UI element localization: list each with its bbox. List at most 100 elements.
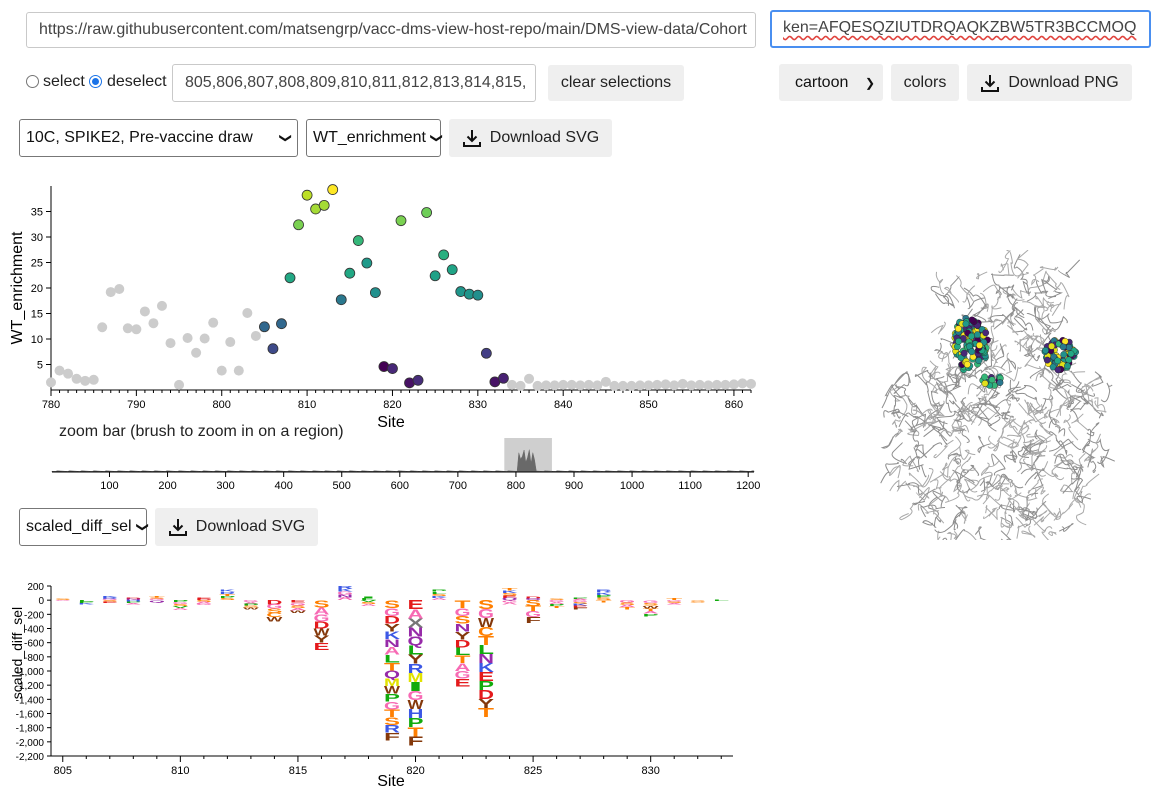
site-point[interactable] xyxy=(395,215,407,227)
site-point[interactable] xyxy=(660,379,671,390)
site-point[interactable] xyxy=(626,380,637,391)
protein-strand xyxy=(937,530,941,540)
site-point[interactable] xyxy=(737,378,748,389)
site-point[interactable] xyxy=(114,284,125,295)
zoom-brush-selection[interactable] xyxy=(504,438,552,472)
protein-strand xyxy=(910,422,934,433)
site-point[interactable] xyxy=(635,380,646,391)
site-metric-select[interactable]: WT_enrichment ❯ xyxy=(306,119,444,157)
site-point[interactable] xyxy=(429,270,441,282)
site-point[interactable] xyxy=(301,189,313,201)
site-point[interactable] xyxy=(617,380,628,391)
site-point[interactable] xyxy=(566,379,577,390)
site-point[interactable] xyxy=(105,287,116,298)
site-point[interactable] xyxy=(335,294,347,306)
site-point[interactable] xyxy=(63,368,74,379)
site-point[interactable] xyxy=(600,376,611,387)
site-point[interactable] xyxy=(711,379,722,390)
site-point[interactable] xyxy=(208,317,219,328)
clear-selections-button[interactable]: clear selections xyxy=(548,65,684,101)
site-point[interactable] xyxy=(549,380,560,391)
site-point[interactable] xyxy=(746,378,756,389)
site-point[interactable] xyxy=(233,365,244,376)
site-point[interactable] xyxy=(71,373,82,384)
zoom-bar[interactable]: 100 200 300 400 500 600 700 800 900 1000 1100 1200 xyxy=(40,436,762,496)
site-point[interactable] xyxy=(139,306,150,317)
site-point[interactable] xyxy=(225,337,236,348)
site-point[interactable] xyxy=(131,324,142,335)
site-point[interactable] xyxy=(472,289,484,301)
site-point[interactable] xyxy=(498,372,509,384)
site-point[interactable] xyxy=(532,380,543,391)
site-point[interactable] xyxy=(728,379,739,390)
site-point[interactable] xyxy=(267,343,279,355)
site-point[interactable] xyxy=(652,379,663,390)
select-radio[interactable] xyxy=(26,75,39,88)
site-point[interactable] xyxy=(686,380,697,391)
site-point[interactable] xyxy=(515,380,526,391)
site-point[interactable] xyxy=(541,380,552,391)
site-point[interactable] xyxy=(524,373,535,384)
site-point[interactable] xyxy=(216,365,227,376)
site-point[interactable] xyxy=(558,379,569,390)
chevron-down-icon: ❯ xyxy=(429,132,444,144)
token-input[interactable]: ken=AFQESQZIUTDRQAQKZBW5TR3BCCMOQ xyxy=(770,10,1151,48)
site-point[interactable] xyxy=(694,379,705,390)
data-url-input[interactable]: https://raw.githubusercontent.com/matsen… xyxy=(26,12,756,48)
site-point[interactable] xyxy=(592,380,603,391)
site-point[interactable] xyxy=(284,272,296,284)
site-point[interactable] xyxy=(165,338,176,349)
site-point[interactable] xyxy=(318,199,330,211)
site-point[interactable] xyxy=(421,207,433,218)
site-point[interactable] xyxy=(259,321,270,333)
site-point[interactable] xyxy=(97,322,108,333)
site-point[interactable] xyxy=(609,380,620,391)
site-point[interactable] xyxy=(446,264,458,276)
site-point[interactable] xyxy=(276,318,287,330)
site-point[interactable] xyxy=(250,330,261,341)
site-point[interactable] xyxy=(293,219,304,231)
site-point[interactable] xyxy=(122,323,133,334)
protein-strand xyxy=(967,397,985,423)
deselect-radio[interactable] xyxy=(89,75,102,88)
download-svg-button[interactable]: Download SVG xyxy=(449,119,612,157)
site-point[interactable] xyxy=(80,375,91,386)
site-point[interactable] xyxy=(643,380,654,391)
site-point[interactable] xyxy=(575,380,586,391)
site-point[interactable] xyxy=(677,378,688,389)
site-point[interactable] xyxy=(344,267,356,279)
site-point[interactable] xyxy=(480,347,492,359)
download-svg-button-2[interactable]: Download SVG xyxy=(155,508,318,546)
download-png-button[interactable]: Download PNG xyxy=(967,64,1132,101)
site-point[interactable] xyxy=(703,380,714,391)
site-point[interactable] xyxy=(412,374,424,386)
site-point[interactable] xyxy=(352,235,364,246)
site-point[interactable] xyxy=(669,380,680,391)
site-point[interactable] xyxy=(199,333,210,344)
site-point[interactable] xyxy=(191,347,202,358)
site-point[interactable] xyxy=(148,318,159,329)
site-point[interactable] xyxy=(720,379,731,390)
protein-strand xyxy=(1074,493,1092,508)
representation-select[interactable]: cartoon ❯ xyxy=(779,64,883,101)
site-point[interactable] xyxy=(182,332,193,343)
site-point[interactable] xyxy=(361,257,373,269)
colors-button[interactable]: colors xyxy=(891,64,959,101)
protein-structure-viewer[interactable] xyxy=(870,250,1130,540)
site-point[interactable] xyxy=(242,307,253,318)
site-point[interactable] xyxy=(506,379,517,390)
mutation-metric-select[interactable]: scaled_diff_sel ❯ xyxy=(19,508,150,546)
site-point[interactable] xyxy=(387,363,398,374)
site-point[interactable] xyxy=(156,300,167,311)
site-point[interactable] xyxy=(46,377,56,388)
site-point[interactable] xyxy=(583,379,594,390)
site-point[interactable] xyxy=(369,287,381,298)
site-scatter-plot[interactable]: 5 10 15 20 25 30 35 780 790 800 810 820 830 840 850 860… xyxy=(0,170,760,432)
site-point[interactable] xyxy=(174,379,185,390)
site-point[interactable] xyxy=(88,374,99,385)
selected-sites-input[interactable]: 805,806,807,808,809,810,811,812,813,814,… xyxy=(172,64,536,102)
site-point[interactable] xyxy=(54,365,65,376)
site-point[interactable] xyxy=(438,249,450,261)
condition-select[interactable]: 10C, SPIKE2, Pre-vaccine draw ❯ xyxy=(19,119,298,157)
site-point[interactable] xyxy=(327,184,339,195)
